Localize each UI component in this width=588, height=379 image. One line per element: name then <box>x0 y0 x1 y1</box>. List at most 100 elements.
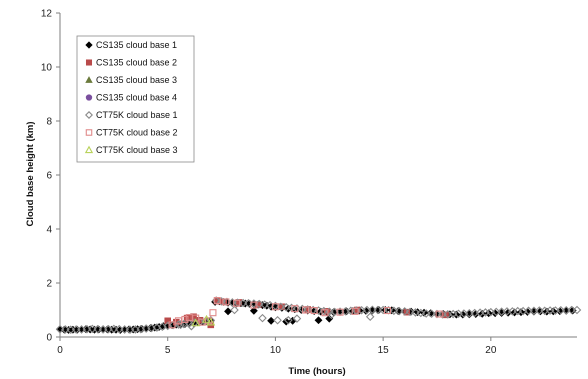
y-tick-label: 6 <box>46 171 52 182</box>
y-tick-label: 0 <box>46 333 52 344</box>
data-point <box>164 317 171 325</box>
data-point <box>435 310 443 318</box>
data-point <box>427 309 436 319</box>
legend-box <box>76 35 195 163</box>
data-point <box>314 316 323 325</box>
data-point <box>258 313 267 323</box>
data-point <box>249 306 258 315</box>
legend-item: CS135 cloud base 3 <box>85 75 177 85</box>
data-point <box>273 315 282 325</box>
legend-marker <box>85 111 93 119</box>
legend-label: CS135 cloud base 3 <box>96 75 177 85</box>
data-point <box>321 309 329 317</box>
data-point <box>327 310 336 320</box>
x-axis-title: Time (hours) <box>288 366 345 377</box>
data-point <box>168 321 176 329</box>
data-point <box>192 314 200 322</box>
data-point <box>181 315 189 323</box>
legend-label: CT75K cloud base 2 <box>96 128 178 138</box>
y-tick-label: 4 <box>46 225 52 236</box>
x-tick-label: 20 <box>485 345 497 356</box>
data-point <box>267 316 276 325</box>
data-point <box>93 324 102 334</box>
data-point <box>233 299 241 307</box>
data-point <box>114 324 124 334</box>
data-point <box>88 324 97 334</box>
data-point <box>365 312 375 322</box>
legend-marker <box>85 129 93 136</box>
data-point <box>314 306 323 315</box>
legend-label: CS135 cloud base 1 <box>96 40 177 50</box>
data-point <box>202 314 211 323</box>
data-point <box>535 306 544 315</box>
data-point <box>411 308 420 317</box>
data-point <box>191 318 201 327</box>
legend-marker <box>85 76 93 83</box>
data-point <box>291 305 299 313</box>
data-point <box>260 300 269 309</box>
data-point <box>324 307 334 316</box>
data-point <box>281 303 291 312</box>
y-axis-ticks: 0 2 4 6 8 10 12 <box>41 9 60 344</box>
data-point <box>389 306 399 316</box>
data-point <box>217 297 226 306</box>
legend-item: CT75K cloud base 3 <box>84 145 178 155</box>
legend-label: CS135 cloud base 4 <box>96 93 177 103</box>
data-point <box>109 324 119 334</box>
data-points <box>55 296 582 334</box>
data-point <box>400 307 409 316</box>
legend-label: CT75K cloud base 3 <box>96 145 178 155</box>
data-point <box>405 307 415 317</box>
data-point <box>61 325 70 334</box>
data-point <box>572 305 582 315</box>
data-point <box>224 307 232 316</box>
data-point <box>187 321 196 331</box>
data-point <box>238 298 248 308</box>
legend-item: CS135 cloud base 4 <box>85 93 177 103</box>
data-point <box>271 303 279 311</box>
data-point <box>421 309 431 318</box>
legend-item: CS135 cloud base 1 <box>85 40 177 50</box>
legend-label: CS135 cloud base 2 <box>96 58 177 68</box>
data-point <box>250 301 258 309</box>
y-tick-label: 8 <box>46 117 52 128</box>
series-1 <box>56 297 577 334</box>
y-tick-label: 10 <box>41 63 53 74</box>
data-point <box>378 305 388 315</box>
y-tick-label: 12 <box>41 9 53 20</box>
x-tick-label: 15 <box>378 345 390 356</box>
data-point <box>120 325 129 334</box>
x-tick-label: 10 <box>270 345 282 356</box>
data-point <box>416 308 426 318</box>
data-point <box>213 297 221 305</box>
data-point <box>206 317 216 326</box>
data-point <box>368 305 377 315</box>
legend: CS135 cloud base 1 CS135 cloud base 2 CS13… <box>76 35 195 163</box>
legend-marker <box>84 145 94 154</box>
data-point <box>292 314 302 323</box>
legend-marker <box>85 41 93 49</box>
series-7 <box>191 314 216 327</box>
data-point <box>383 307 391 315</box>
data-point <box>302 306 310 314</box>
data-point <box>310 307 318 315</box>
legend-item: CS135 cloud base 2 <box>85 58 177 68</box>
series-5 <box>55 296 582 334</box>
y-tick-label: 2 <box>46 279 52 290</box>
data-point <box>55 324 65 334</box>
data-point <box>284 315 293 325</box>
data-point <box>228 298 237 307</box>
y-axis-title: Cloud base height (km) <box>25 121 36 226</box>
legend-item: CT75K cloud base 2 <box>85 128 178 138</box>
x-tick-label: 0 <box>57 345 63 356</box>
data-point <box>209 309 217 317</box>
legend-marker <box>85 94 93 101</box>
data-point <box>395 306 404 316</box>
legend-item: CT75K cloud base 1 <box>85 110 178 120</box>
x-tick-label: 5 <box>165 345 171 356</box>
data-point <box>230 305 239 315</box>
x-axis-ticks: 0 5 10 15 20 <box>57 337 497 356</box>
legend-marker <box>85 59 93 66</box>
legend-label: CT75K cloud base 1 <box>96 110 178 120</box>
